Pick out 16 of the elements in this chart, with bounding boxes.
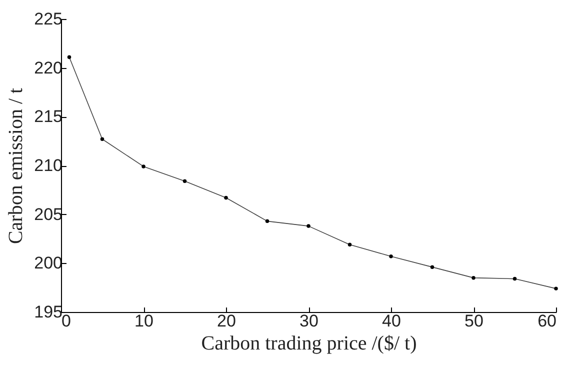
y-tick-label: 210 bbox=[34, 156, 62, 175]
x-tick-label: 50 bbox=[464, 312, 484, 330]
y-tick-label: 225 bbox=[34, 10, 62, 28]
y-tick-label: 220 bbox=[34, 58, 62, 78]
y-tick-label: 215 bbox=[34, 107, 62, 126]
y-axis-title: Carbon emission / t bbox=[5, 88, 28, 244]
x-tick-label: 20 bbox=[217, 312, 236, 330]
x-axis-title: Carbon trading price /($/ t) bbox=[201, 332, 417, 354]
x-tick-label: 0 bbox=[62, 312, 71, 330]
x-tick-label: 40 bbox=[382, 312, 401, 330]
y-tick-label: 200 bbox=[34, 254, 62, 273]
x-tick-label: 30 bbox=[300, 312, 318, 330]
x-tick-label: 60 bbox=[538, 312, 556, 330]
y-tick-label: 205 bbox=[34, 204, 62, 224]
x-tick-label: 10 bbox=[134, 312, 154, 330]
y-tick-label: 195 bbox=[34, 302, 62, 322]
